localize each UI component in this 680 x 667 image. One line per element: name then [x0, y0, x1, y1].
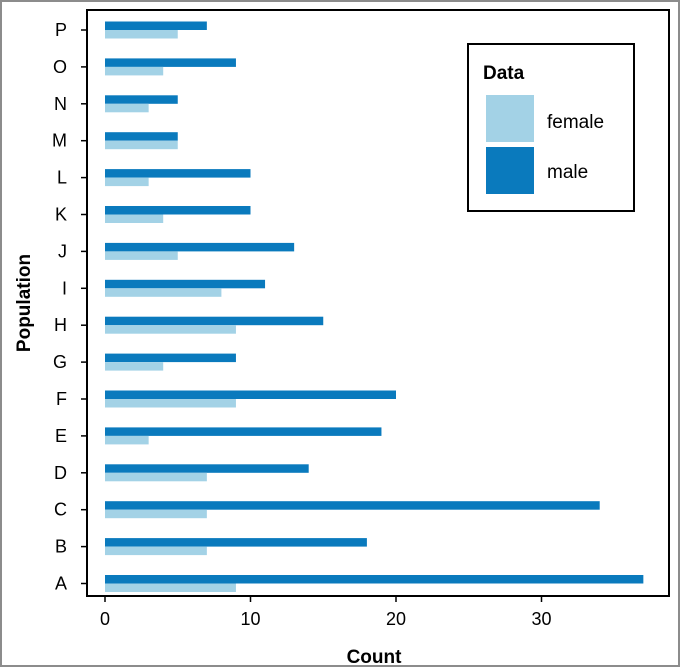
legend-title: Data — [483, 63, 525, 84]
y-tick-label-E: E — [55, 426, 67, 446]
bar-female-I — [105, 288, 222, 297]
bar-male-L — [105, 169, 251, 178]
legend-swatch-male — [486, 147, 534, 194]
y-tick-label-G: G — [53, 352, 67, 372]
y-tick-label-B: B — [55, 537, 67, 557]
bar-male-C — [105, 501, 600, 510]
bar-male-K — [105, 206, 251, 215]
x-tick-label-0: 0 — [100, 609, 110, 629]
bar-male-A — [105, 575, 644, 584]
bar-female-G — [105, 362, 164, 371]
bar-male-F — [105, 390, 396, 399]
bar-female-D — [105, 472, 207, 482]
y-tick-label-N: N — [54, 94, 67, 114]
y-tick-label-D: D — [54, 463, 67, 483]
bar-female-O — [105, 66, 164, 76]
bar-female-J — [105, 251, 178, 260]
y-tick-label-A: A — [55, 574, 67, 594]
bar-male-H — [105, 316, 324, 326]
y-tick-label-M: M — [52, 131, 67, 151]
bar-male-D — [105, 464, 309, 473]
bar-female-B — [105, 546, 207, 556]
y-tick-label-L: L — [57, 168, 67, 188]
bar-male-J — [105, 242, 295, 252]
bar-female-A — [105, 583, 236, 592]
bar-male-P — [105, 21, 207, 30]
bar-female-E — [105, 435, 149, 445]
bar-female-L — [105, 177, 149, 187]
y-tick-label-P: P — [55, 20, 67, 40]
bar-male-E — [105, 427, 382, 436]
bars-layer — [105, 21, 644, 592]
y-axis-title: Population — [14, 254, 35, 352]
y-tick-label-F: F — [56, 389, 67, 409]
y-tick-label-H: H — [54, 315, 67, 335]
x-axis-title: Count — [347, 647, 403, 667]
x-axis: 0 10 20 30 — [100, 596, 552, 629]
legend-label-male: male — [547, 162, 588, 183]
y-tick-label-C: C — [54, 500, 67, 520]
bar-male-G — [105, 353, 236, 363]
bar-female-H — [105, 325, 236, 334]
y-tick-label-K: K — [55, 205, 67, 225]
x-tick-label-20: 20 — [386, 609, 406, 629]
bar-female-F — [105, 399, 236, 408]
bar-male-M — [105, 132, 178, 141]
y-tick-label-J: J — [58, 241, 67, 261]
bar-female-N — [105, 103, 149, 113]
bar-female-K — [105, 214, 164, 223]
y-tick-label-O: O — [53, 57, 67, 77]
bar-female-M — [105, 140, 178, 150]
legend-swatch-female — [486, 95, 534, 142]
bar-female-P — [105, 30, 178, 39]
bar-male-B — [105, 538, 367, 547]
bar-male-O — [105, 58, 236, 67]
x-tick-label-10: 10 — [240, 609, 260, 629]
y-tick-label-I: I — [62, 278, 67, 298]
bar-male-I — [105, 279, 266, 289]
plot-border — [86, 9, 670, 597]
bar-female-C — [105, 509, 207, 519]
legend-label-female: female — [547, 112, 604, 133]
bar-male-N — [105, 95, 178, 104]
x-tick-label-30: 30 — [531, 609, 551, 629]
legend: Data female male — [467, 43, 635, 212]
